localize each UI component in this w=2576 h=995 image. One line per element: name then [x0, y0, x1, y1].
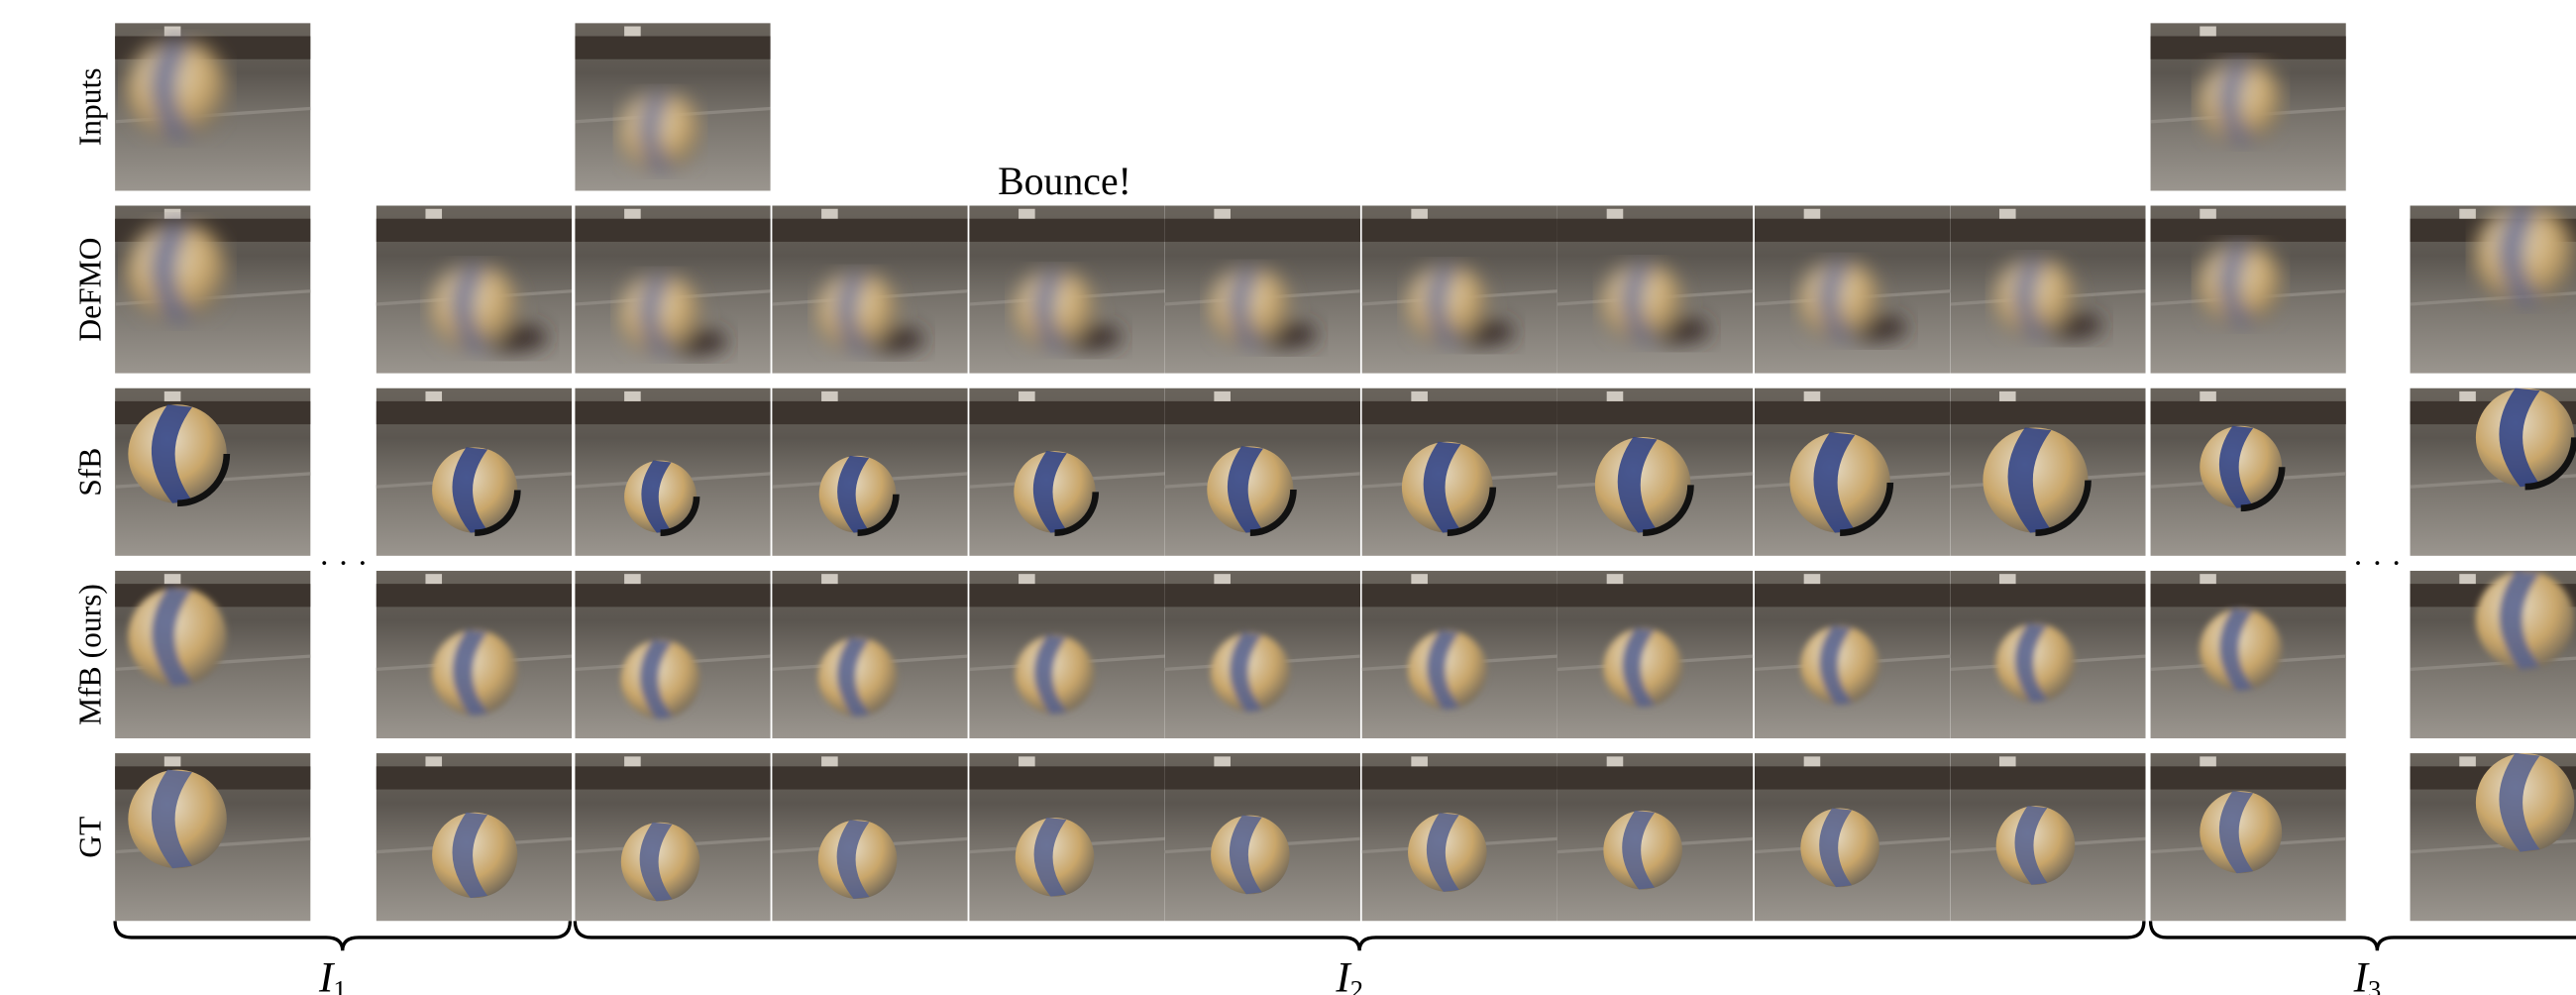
thumbnail — [1755, 388, 1950, 556]
brace — [115, 921, 570, 950]
interval-label: I2 — [1335, 955, 1363, 995]
thumbnail — [1755, 753, 1950, 921]
thumbnail — [1755, 205, 1950, 373]
thumbnail — [115, 571, 310, 738]
thumbnail — [772, 571, 967, 738]
thumbnail — [969, 205, 1164, 373]
brace — [575, 921, 2144, 950]
thumbnail — [376, 571, 572, 738]
thumbnail — [1557, 388, 1753, 556]
thumbnail — [1557, 205, 1753, 373]
brace — [2151, 921, 2576, 950]
thumbnail — [575, 388, 770, 556]
thumbnail — [1950, 205, 2145, 373]
thumbnail — [2411, 571, 2576, 738]
thumbnail — [115, 205, 310, 373]
thumbnail — [115, 753, 310, 921]
thumbnail — [1950, 388, 2145, 556]
row-label: MfB (ours) — [73, 584, 108, 725]
thumbnail — [115, 23, 310, 190]
figure: Bounce! · · · · · · Inputs DeFMO SfB MfB (o… — [0, 0, 2576, 995]
image-grid — [115, 23, 2576, 921]
thumbnail — [2411, 753, 2576, 921]
thumbnail — [772, 388, 967, 556]
interval-label: I1 — [318, 955, 347, 995]
thumbnail — [1165, 205, 1360, 373]
thumbnail — [2411, 205, 2576, 373]
ellipsis: · · · — [2353, 545, 2403, 582]
thumbnail — [2151, 388, 2346, 556]
thumbnail — [2151, 571, 2346, 738]
thumbnail — [575, 23, 770, 190]
thumbnail — [1557, 571, 1753, 738]
thumbnail — [575, 753, 770, 921]
thumbnail — [969, 571, 1164, 738]
thumbnail — [772, 205, 967, 373]
thumbnail — [2151, 23, 2346, 190]
interval-subscript: 2 — [1350, 974, 1363, 995]
row-label: SfB — [73, 448, 108, 497]
interval-subscript: 1 — [333, 974, 346, 995]
page: {"row_labels": ["Inputs", "DeFMO", "SfB"… — [0, 0, 2576, 995]
thumbnail — [2151, 205, 2346, 373]
row-label: DeFMO — [73, 238, 108, 342]
thumbnail — [1165, 388, 1360, 556]
thumbnail — [376, 388, 572, 556]
thumbnail — [1950, 753, 2145, 921]
thumbnail — [969, 753, 1164, 921]
interval-subscript: 3 — [2368, 974, 2381, 995]
thumbnail — [575, 205, 770, 373]
thumbnail — [575, 571, 770, 738]
row-label: GT — [73, 817, 108, 858]
thumbnail — [376, 205, 572, 373]
thumbnail — [772, 753, 967, 921]
thumbnail — [1165, 753, 1360, 921]
thumbnail — [2151, 753, 2346, 921]
thumbnail — [1165, 571, 1360, 738]
thumbnail — [115, 388, 310, 556]
thumbnail — [1362, 753, 1557, 921]
interval-label: I3 — [2353, 955, 2382, 995]
thumbnail — [2411, 388, 2576, 556]
thumbnail — [1950, 571, 2145, 738]
row-label: Inputs — [73, 67, 108, 146]
thumbnail — [969, 388, 1164, 556]
annotation: Bounce! — [998, 160, 1131, 203]
thumbnail — [1362, 388, 1557, 556]
thumbnail — [1557, 753, 1753, 921]
thumbnail — [376, 753, 572, 921]
thumbnail — [1362, 571, 1557, 738]
thumbnail — [1362, 205, 1557, 373]
ellipsis: · · · — [319, 545, 369, 582]
thumbnail — [1755, 571, 1950, 738]
braces — [115, 921, 2576, 950]
